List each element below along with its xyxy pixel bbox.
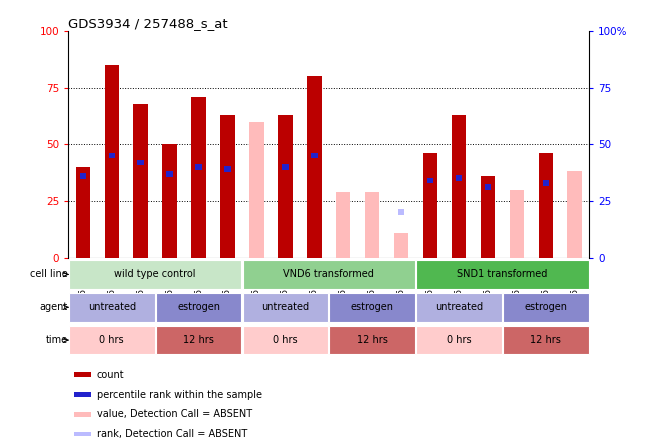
Text: untreated: untreated (261, 302, 309, 312)
FancyBboxPatch shape (243, 326, 328, 354)
Bar (249, 122, 264, 258)
Bar (68, 258, 589, 444)
Text: percentile rank within the sample: percentile rank within the sample (97, 389, 262, 400)
Text: time: time (46, 335, 68, 345)
Text: rank, Detection Call = ABSENT: rank, Detection Call = ABSENT (97, 429, 247, 439)
FancyBboxPatch shape (503, 326, 589, 354)
Bar (109, 153, 115, 159)
Bar (74, 392, 90, 397)
FancyBboxPatch shape (69, 326, 154, 354)
FancyBboxPatch shape (416, 260, 589, 289)
Text: agent: agent (40, 302, 68, 312)
Text: SND1 transformed: SND1 transformed (457, 270, 547, 279)
Text: untreated: untreated (435, 302, 483, 312)
Bar (79, 173, 86, 179)
Bar (167, 171, 173, 177)
Bar (278, 115, 292, 258)
FancyBboxPatch shape (156, 326, 242, 354)
Bar (484, 185, 491, 190)
Bar (195, 164, 202, 170)
Bar (398, 210, 404, 215)
Bar (76, 167, 90, 258)
FancyBboxPatch shape (329, 293, 415, 321)
Text: estrogen: estrogen (177, 302, 220, 312)
FancyBboxPatch shape (243, 260, 415, 289)
Bar (191, 97, 206, 258)
Text: untreated: untreated (88, 302, 136, 312)
Bar (105, 65, 119, 258)
Bar (74, 373, 90, 377)
Bar (538, 153, 553, 258)
Text: 12 hrs: 12 hrs (357, 335, 387, 345)
Bar (162, 144, 177, 258)
Bar (542, 180, 549, 186)
FancyBboxPatch shape (416, 293, 502, 321)
FancyBboxPatch shape (503, 293, 589, 321)
Bar (137, 159, 144, 165)
Bar (510, 190, 524, 258)
Bar (220, 115, 235, 258)
Text: 12 hrs: 12 hrs (183, 335, 214, 345)
Text: 0 hrs: 0 hrs (100, 335, 124, 345)
Bar (307, 76, 322, 258)
Bar (480, 190, 495, 258)
FancyBboxPatch shape (243, 293, 328, 321)
Bar (427, 178, 434, 183)
Bar (456, 175, 462, 181)
Bar (74, 432, 90, 436)
Text: VND6 transformed: VND6 transformed (283, 270, 374, 279)
FancyBboxPatch shape (416, 326, 502, 354)
Bar (365, 192, 380, 258)
Bar (480, 176, 495, 258)
Bar (282, 164, 288, 170)
Text: 0 hrs: 0 hrs (273, 335, 298, 345)
Text: value, Detection Call = ABSENT: value, Detection Call = ABSENT (97, 409, 252, 419)
Bar (422, 153, 437, 258)
Text: 0 hrs: 0 hrs (447, 335, 471, 345)
Bar (452, 115, 466, 258)
FancyBboxPatch shape (156, 293, 242, 321)
FancyBboxPatch shape (69, 293, 154, 321)
Text: cell line: cell line (30, 270, 68, 279)
Bar (133, 103, 148, 258)
Bar (224, 166, 230, 172)
Text: estrogen: estrogen (351, 302, 394, 312)
Bar (394, 233, 408, 258)
FancyBboxPatch shape (69, 260, 242, 289)
Bar (568, 171, 582, 258)
Text: estrogen: estrogen (524, 302, 567, 312)
Text: count: count (97, 370, 124, 380)
Bar (311, 153, 318, 159)
Text: GDS3934 / 257488_s_at: GDS3934 / 257488_s_at (68, 17, 228, 30)
Bar (74, 412, 90, 416)
Text: 12 hrs: 12 hrs (531, 335, 561, 345)
Text: wild type control: wild type control (115, 270, 196, 279)
FancyBboxPatch shape (329, 326, 415, 354)
Bar (336, 192, 350, 258)
